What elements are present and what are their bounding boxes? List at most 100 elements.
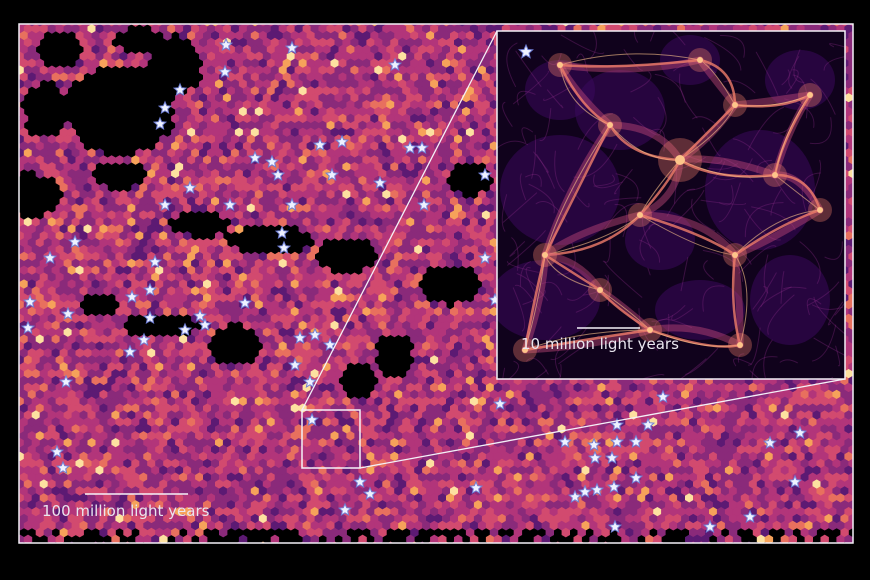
hex-cell [262, 369, 272, 379]
hex-cell [35, 30, 45, 41]
hex-cell [143, 369, 152, 379]
hex-cell [358, 120, 367, 131]
hex-cell [274, 293, 284, 303]
hex-cell [55, 162, 64, 172]
hex-cell [155, 375, 164, 386]
hex-cell [350, 120, 359, 131]
hex-cell [67, 348, 76, 358]
hex-cell [318, 37, 327, 48]
hex-cell [238, 189, 248, 200]
hex-cell [462, 258, 471, 269]
hex-cell [258, 182, 268, 193]
hex-cell [238, 175, 248, 186]
hex-cell [406, 24, 415, 34]
hex-cell [342, 51, 351, 62]
hex-cell [446, 65, 455, 76]
hex-cell [306, 127, 315, 138]
hex-cell [366, 175, 375, 186]
hex-cell [438, 203, 447, 214]
hex-cell [230, 244, 240, 255]
hex-cell [362, 155, 371, 165]
hex-cell [31, 148, 41, 158]
hex-cell [318, 327, 327, 338]
hex-cell [366, 300, 375, 310]
hex-cell [477, 79, 487, 89]
hex-cell [354, 182, 363, 193]
hex-cell [19, 120, 25, 131]
hex-cell [111, 244, 120, 255]
hex-cell [183, 120, 192, 131]
hex-cell [410, 224, 419, 234]
hex-cell [211, 127, 220, 138]
hex-cell [366, 162, 375, 172]
hex-cell [418, 155, 427, 165]
hex-cell [262, 203, 272, 214]
hex-cell [848, 100, 853, 110]
hex-cell [274, 375, 284, 386]
hex-cell [159, 258, 168, 269]
hex-cell [390, 93, 399, 103]
hex-cell [103, 327, 112, 338]
hex-cell [187, 238, 196, 248]
hex-cell [43, 334, 53, 345]
hex-cell [438, 327, 447, 338]
hex-cell [99, 44, 108, 55]
hex-cell [422, 355, 431, 365]
hex-cell [187, 279, 196, 290]
hex-cell [99, 224, 108, 234]
hex-cell [211, 72, 220, 82]
hex-cell [370, 155, 379, 165]
hex-cell [358, 134, 367, 145]
hex-cell [27, 251, 37, 262]
hex-cell [477, 189, 487, 200]
hex-cell [330, 362, 339, 372]
hex-cell [87, 24, 96, 34]
hex-cell [465, 348, 475, 358]
hex-cell [306, 306, 315, 317]
hex-cell [442, 334, 451, 345]
hex-cell [418, 58, 427, 69]
hex-cell [167, 258, 176, 269]
hex-cell [19, 79, 25, 89]
hex-cell [844, 93, 853, 103]
hex-cell [282, 113, 292, 124]
hex-cell [274, 127, 284, 138]
hex-cell [306, 58, 315, 69]
hex-cell [135, 258, 144, 269]
hex-cell [143, 162, 152, 172]
hex-cell [135, 286, 144, 296]
hex-cell [250, 196, 260, 207]
hex-cell [326, 120, 335, 131]
hex-cell [465, 58, 475, 69]
hex-cell [454, 203, 463, 214]
hex-cell [477, 313, 487, 324]
hex-cell [226, 113, 236, 124]
hex-cell [438, 341, 447, 352]
hex-cell [71, 175, 80, 186]
hex-cell [254, 37, 264, 48]
hex-cell [127, 258, 136, 269]
hex-cell [203, 100, 212, 110]
hex-cell [290, 155, 300, 165]
hex-cell [322, 58, 331, 69]
hex-cell [266, 113, 276, 124]
hex-cell [55, 203, 64, 214]
hex-cell [43, 279, 53, 290]
hex-cell [298, 320, 307, 331]
hex-cell [63, 148, 72, 158]
hex-cell [79, 175, 88, 186]
hex-cell [270, 327, 280, 338]
hex-cell [103, 51, 112, 62]
hex-cell [187, 169, 196, 179]
hex-cell [481, 100, 491, 110]
hex-cell [394, 375, 403, 386]
hex-cell [414, 24, 423, 34]
hex-cell [270, 93, 280, 103]
hex-cell [191, 369, 200, 379]
hex-cell [258, 169, 268, 179]
hex-cell [338, 169, 347, 179]
hex-cell [51, 320, 60, 331]
hex-cell [334, 313, 343, 324]
hex-cell [366, 37, 375, 48]
hex-cell [215, 189, 224, 200]
